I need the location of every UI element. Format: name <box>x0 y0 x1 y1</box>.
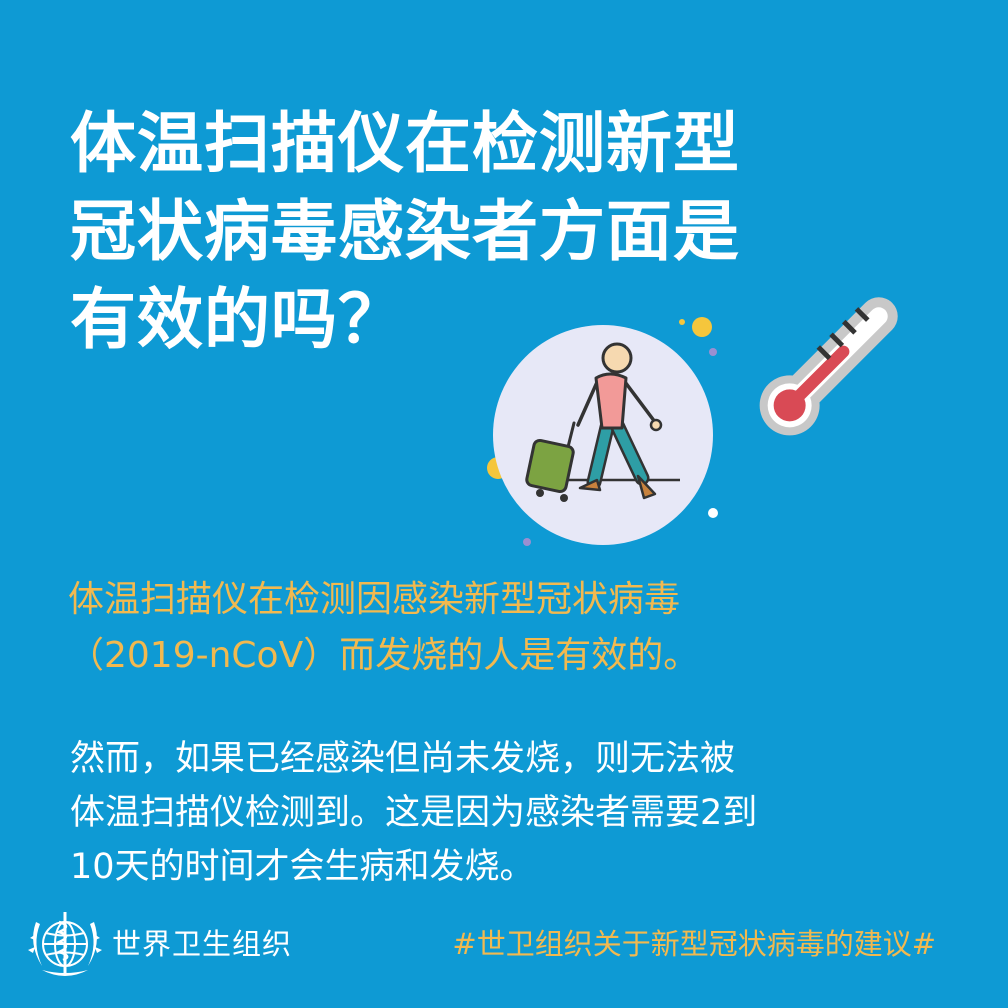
hashtag: #世卫组织关于新型冠状病毒的建议# <box>452 927 936 961</box>
traveler-with-suitcase-icon <box>493 325 713 545</box>
body-line-2: 体温扫描仪检测到。这是因为感染者需要2到 <box>70 793 758 833</box>
decor-dot <box>692 317 712 337</box>
illustration <box>487 297 898 546</box>
decor-dot <box>523 538 531 546</box>
thermometer-icon <box>759 297 898 436</box>
highlight-line-2: （2019-nCoV）而发烧的人是有效的。 <box>68 635 700 676</box>
decor-dot <box>679 319 685 325</box>
body-line-1: 然而，如果已经感染但尚未发烧，则无法被 <box>70 739 736 779</box>
org-name: 世界卫生组织 <box>112 927 293 961</box>
page-title: 体温扫描仪在检测新型 冠状病毒感染者方面是 有效的吗？ <box>70 100 930 364</box>
body-line-3: 10天的时间才会生病和发烧。 <box>70 847 535 887</box>
title-line-3: 有效的吗？ <box>70 281 405 358</box>
title-line-2: 冠状病毒感染者方面是 <box>70 193 740 270</box>
key-answer-text: 体温扫描仪在检测因感染新型冠状病毒 （2019-nCoV）而发烧的人是有效的。 <box>68 572 948 684</box>
who-emblem <box>28 912 102 976</box>
highlight-line-1: 体温扫描仪在检测因感染新型冠状病毒 <box>68 579 681 620</box>
explanation-text: 然而，如果已经感染但尚未发烧，则无法被 体温扫描仪检测到。这是因为感染者需要2到… <box>70 732 950 894</box>
title-line-1: 体温扫描仪在检测新型 <box>70 105 740 182</box>
decor-dot <box>709 348 717 356</box>
decor-dot <box>708 508 718 518</box>
